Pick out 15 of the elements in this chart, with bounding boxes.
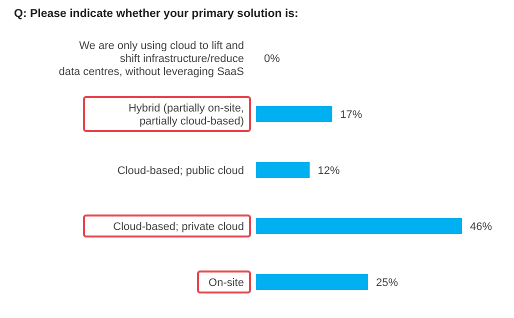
y-tick-label: We are only using cloud to lift and shift infrastructure/reduce data centres, without leveraging SaaS bbox=[58, 40, 244, 78]
y-tick-label: Hybrid (partially on-site, partially cloud-based) bbox=[128, 102, 244, 128]
data-label: 46% bbox=[470, 221, 492, 233]
y-tick-label: On-site bbox=[208, 277, 244, 289]
y-tick-label: Cloud-based; public cloud bbox=[117, 165, 244, 177]
bar bbox=[256, 274, 368, 290]
y-tick-label: Cloud-based; private cloud bbox=[113, 221, 244, 233]
bar bbox=[256, 162, 310, 178]
data-label: 25% bbox=[376, 277, 398, 289]
data-label: 17% bbox=[340, 109, 362, 121]
text: Q: Please indicate whether your primary solution is: bbox=[14, 8, 300, 22]
bar bbox=[256, 106, 332, 122]
data-label: 0% bbox=[264, 53, 280, 65]
data-label: 12% bbox=[318, 165, 340, 177]
bar bbox=[256, 218, 462, 234]
